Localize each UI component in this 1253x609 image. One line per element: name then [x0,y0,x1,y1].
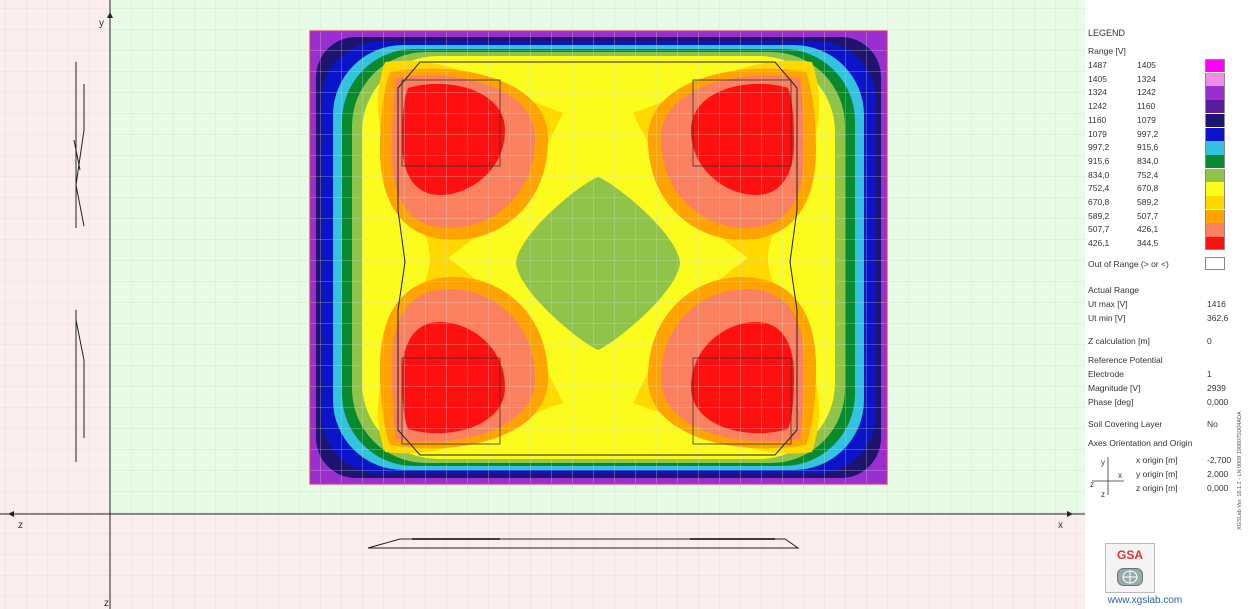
legend-row-low: 426,1 [1137,224,1159,235]
legend-row-high: 752,4 [1088,183,1110,194]
axes-glyph-z: z [1090,480,1094,489]
legend-row-high: 1487 [1088,60,1107,70]
legend-row-high: 507,7 [1088,224,1110,235]
axis-label-z-left: z [18,520,23,531]
legend-row-low: 1160 [1137,101,1156,112]
legend-color-swatch [1205,209,1225,224]
viewport[interactable]: y z x z [0,0,1085,609]
actual-range-title: Actual Range [1088,285,1140,295]
z-origin-value: 0,000 [1207,483,1229,493]
axes-title: Axes Orientation and Origin [1088,438,1193,448]
legend-color-swatch [1205,237,1225,251]
legend-color-swatch [1205,100,1225,114]
soil-value: No [1207,419,1218,429]
legend-row-high: 1242 [1088,101,1107,112]
legend-row-low: 670,8 [1137,183,1159,194]
x-origin-value: -2,700 [1207,455,1232,465]
magnitude-value: 2939 [1207,383,1226,393]
legend-row-low: 997,2 [1137,128,1159,139]
legend-color-swatch [1205,72,1225,87]
website-link[interactable]: www.xgslab.com [1107,595,1183,606]
gsa-logo: GSA [1105,543,1155,593]
plot-border [309,30,888,485]
legend-row-low: 507,7 [1137,210,1159,221]
phase-label: Phase [deg] [1088,397,1134,407]
x-origin-label: x origin [m] [1136,455,1178,465]
globe-icon [1117,568,1143,586]
reference-title: Reference Potential [1088,355,1163,365]
legend-title: LEGEND [1088,28,1126,38]
axis-label-x: x [1058,520,1063,531]
legend-row-low: 1405 [1137,60,1156,70]
axes-glyph-x: x [1118,471,1122,480]
legend-row-high: 1160 [1088,114,1107,125]
legend-row-high: 1324 [1088,87,1107,98]
left-conductor-profile [73,62,85,462]
legend-row-low: 834,0 [1137,155,1159,166]
legend-row-high: 426,1 [1088,238,1110,249]
out-of-range-label: Out of Range (> or <) [1088,259,1169,269]
ut-max-label: Ut max [V] [1088,299,1128,309]
electrode-value: 1 [1207,369,1212,379]
version-text: XGSLab Ver. 16.1.1 - LN 0009 1906075D04A… [1237,411,1243,530]
legend-row-low: 752,4 [1137,169,1159,180]
z-origin-label: z origin [m] [1136,483,1178,493]
legend-row-high: 1405 [1088,73,1107,84]
axes-glyph-z2: z [1101,490,1105,499]
legend-color-swatch [1205,196,1225,210]
gsa-logo-text: GSA [1116,548,1143,562]
y-origin-value: 2,000 [1207,469,1229,479]
out-of-range-swatch [1205,257,1225,271]
legend-row-low: 1324 [1137,73,1156,84]
z-calc-value: 0 [1207,336,1212,346]
contour-plot [310,31,887,484]
electrode-label: Electrode [1088,369,1124,379]
legend-row-high: 834,0 [1088,169,1110,180]
y-origin-label: y origin [m] [1136,469,1178,479]
legend-row-high: 589,2 [1088,210,1110,221]
legend-color-swatch [1205,154,1225,169]
legend-row-low: 344,5 [1137,238,1159,249]
legend-row-low: 1242 [1137,87,1156,98]
legend-range-header: Range [V] [1088,46,1126,56]
legend-color-swatch [1205,127,1225,141]
legend-panel: LEGEND Range [V] 1487 1405 1405 1324 1324 124… [1085,0,1253,609]
ut-min-value: 362,6 [1207,313,1229,323]
legend-color-swatch [1205,168,1225,182]
axis-label-y: y [99,18,104,29]
legend-color-swatch [1205,86,1225,100]
phase-value: 0,000 [1207,397,1229,407]
legend-color-swatch [1205,182,1225,196]
legend-row-low: 1079 [1137,114,1156,125]
legend-color-swatch [1205,141,1225,155]
ut-min-label: Ut min [V] [1088,313,1126,323]
legend-row-high: 1079 [1088,128,1107,139]
legend-color-swatch [1205,223,1225,237]
legend-row-high: 997,2 [1088,142,1110,153]
axis-label-z-bottom: z [104,598,109,609]
legend-color-swatch [1205,59,1225,73]
ut-max-value: 1416 [1207,299,1226,309]
legend-color-swatch [1205,113,1225,128]
axes-orientation-icon: y x z z [1090,457,1124,499]
legend-row-low: 589,2 [1137,197,1159,207]
soil-label: Soil Covering Layer [1088,419,1163,429]
axes-glyph-y: y [1101,458,1105,467]
potential-map-view[interactable]: y z x z [0,0,1085,609]
legend-row-high: 670,8 [1088,197,1110,207]
legend-row-low: 915,6 [1137,142,1159,153]
legend-row-high: 915,6 [1088,155,1110,166]
bottom-conductor-profile [367,538,800,549]
z-calc-label: Z calculation [m] [1088,336,1150,346]
magnitude-label: Magnitude [V] [1088,383,1141,393]
